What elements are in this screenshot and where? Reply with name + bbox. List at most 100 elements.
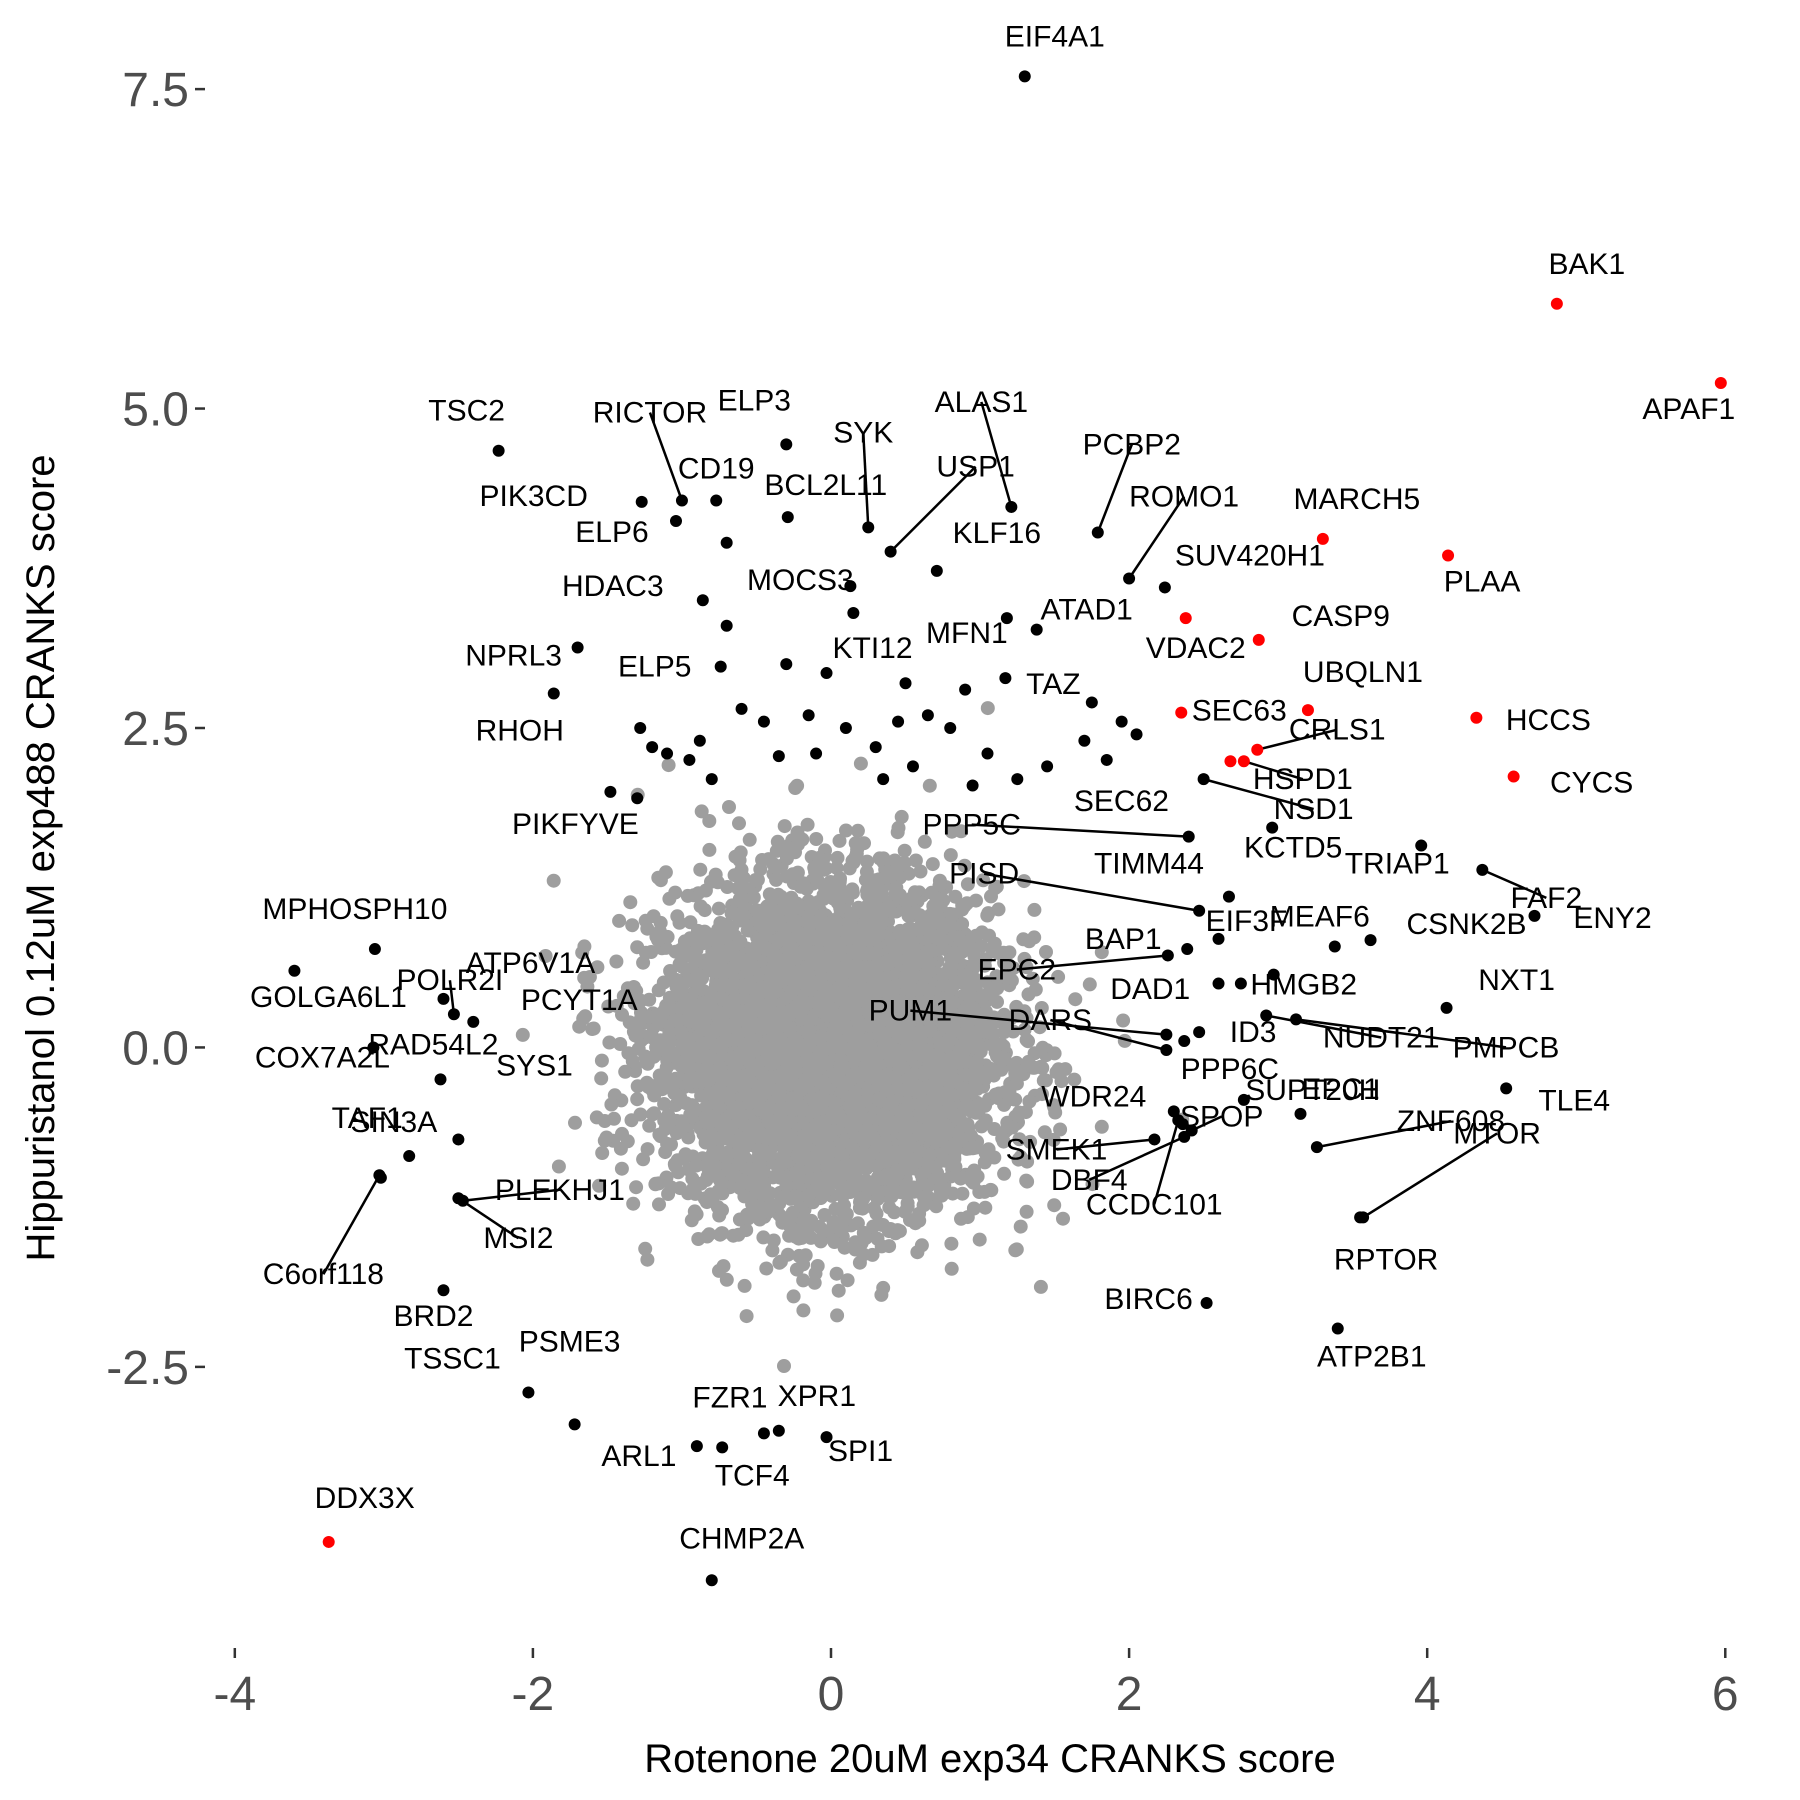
background-point [978, 1200, 993, 1215]
background-point [580, 979, 595, 994]
background-point [840, 1273, 855, 1288]
background-point [829, 860, 844, 875]
background-point [1012, 1105, 1027, 1120]
background-point [779, 851, 794, 866]
background-point [623, 895, 638, 910]
background-point [917, 834, 932, 849]
background-point [697, 903, 712, 918]
background-point [856, 1247, 871, 1262]
background-point [833, 883, 848, 898]
background-point [777, 819, 792, 834]
background-point [1035, 1087, 1049, 1102]
background-point [742, 832, 757, 847]
background-point [954, 1211, 968, 1226]
background-point [732, 816, 746, 831]
background-point [874, 1287, 889, 1302]
background-point [809, 832, 824, 846]
background-point [741, 1211, 756, 1226]
background-point [976, 873, 991, 888]
background-point [777, 1359, 791, 1373]
background-point [769, 872, 784, 887]
background-point [1012, 1132, 1027, 1147]
background-point [662, 891, 677, 906]
background-point [856, 1225, 871, 1240]
background-point [699, 1195, 714, 1210]
background-point [711, 901, 726, 916]
background-point [649, 929, 664, 944]
background-point [1019, 1204, 1034, 1219]
background-point [640, 921, 655, 936]
background-point [1033, 1279, 1048, 1294]
background-point [850, 823, 865, 838]
background-point [987, 1122, 1002, 1136]
background-point [595, 1146, 610, 1160]
background-point [1034, 1001, 1049, 1015]
background-point [1027, 902, 1042, 917]
background-point [830, 1308, 845, 1323]
background-point [984, 889, 998, 904]
background-point [642, 1118, 657, 1133]
background-point [969, 893, 983, 908]
background-point [653, 1129, 668, 1144]
background-point [837, 1240, 852, 1255]
background-point [515, 1027, 530, 1042]
background-point [1011, 1152, 1026, 1167]
background-point [661, 758, 676, 773]
background-point [667, 1013, 682, 1028]
background-point [618, 1064, 633, 1079]
background-point [613, 1037, 628, 1051]
background-point [845, 882, 860, 897]
background-point [651, 870, 666, 885]
background-point [1068, 992, 1083, 1007]
background-point [711, 929, 726, 944]
background-point [616, 989, 631, 1004]
background-point [853, 756, 868, 771]
background-point [702, 814, 717, 828]
background-point [955, 1186, 970, 1201]
background-point [652, 1197, 666, 1212]
background-point [839, 823, 853, 838]
background-point [664, 1180, 679, 1195]
background-point [876, 851, 891, 866]
background-point [869, 1206, 884, 1221]
background-point [702, 842, 717, 857]
background-point [868, 873, 883, 888]
background-point [813, 1234, 828, 1249]
background-point [830, 850, 845, 865]
background-point [785, 867, 800, 882]
background-point [689, 1158, 704, 1173]
background-point [796, 876, 811, 891]
background-point [671, 1165, 686, 1180]
background-point [790, 778, 805, 793]
background-point [1054, 1074, 1069, 1089]
background-point [612, 913, 627, 928]
background-point [538, 949, 553, 963]
background-point [966, 1201, 981, 1216]
background-point [751, 905, 766, 920]
background-point [1020, 1174, 1035, 1189]
background-point [691, 1232, 706, 1246]
background-point [957, 858, 972, 873]
background-point [680, 888, 695, 903]
background-point [817, 1208, 832, 1222]
background-point [546, 873, 561, 888]
background-point [715, 1186, 730, 1201]
background-point [1085, 1177, 1100, 1192]
background-point [908, 853, 923, 868]
background-point [922, 778, 937, 793]
background-point [691, 886, 706, 901]
background-point [1022, 934, 1037, 949]
background-point [625, 1054, 640, 1069]
background-point [761, 852, 776, 867]
background-point [626, 1196, 641, 1211]
background-point [722, 800, 736, 814]
background-point [1021, 1034, 1035, 1049]
background-point [977, 1155, 992, 1170]
background-point [744, 995, 759, 1010]
background-point [1047, 1198, 1062, 1213]
background-point [1022, 1094, 1037, 1109]
background-point [704, 874, 718, 889]
background-point [884, 905, 899, 919]
background-point [629, 1180, 644, 1195]
background-point [772, 1255, 787, 1270]
